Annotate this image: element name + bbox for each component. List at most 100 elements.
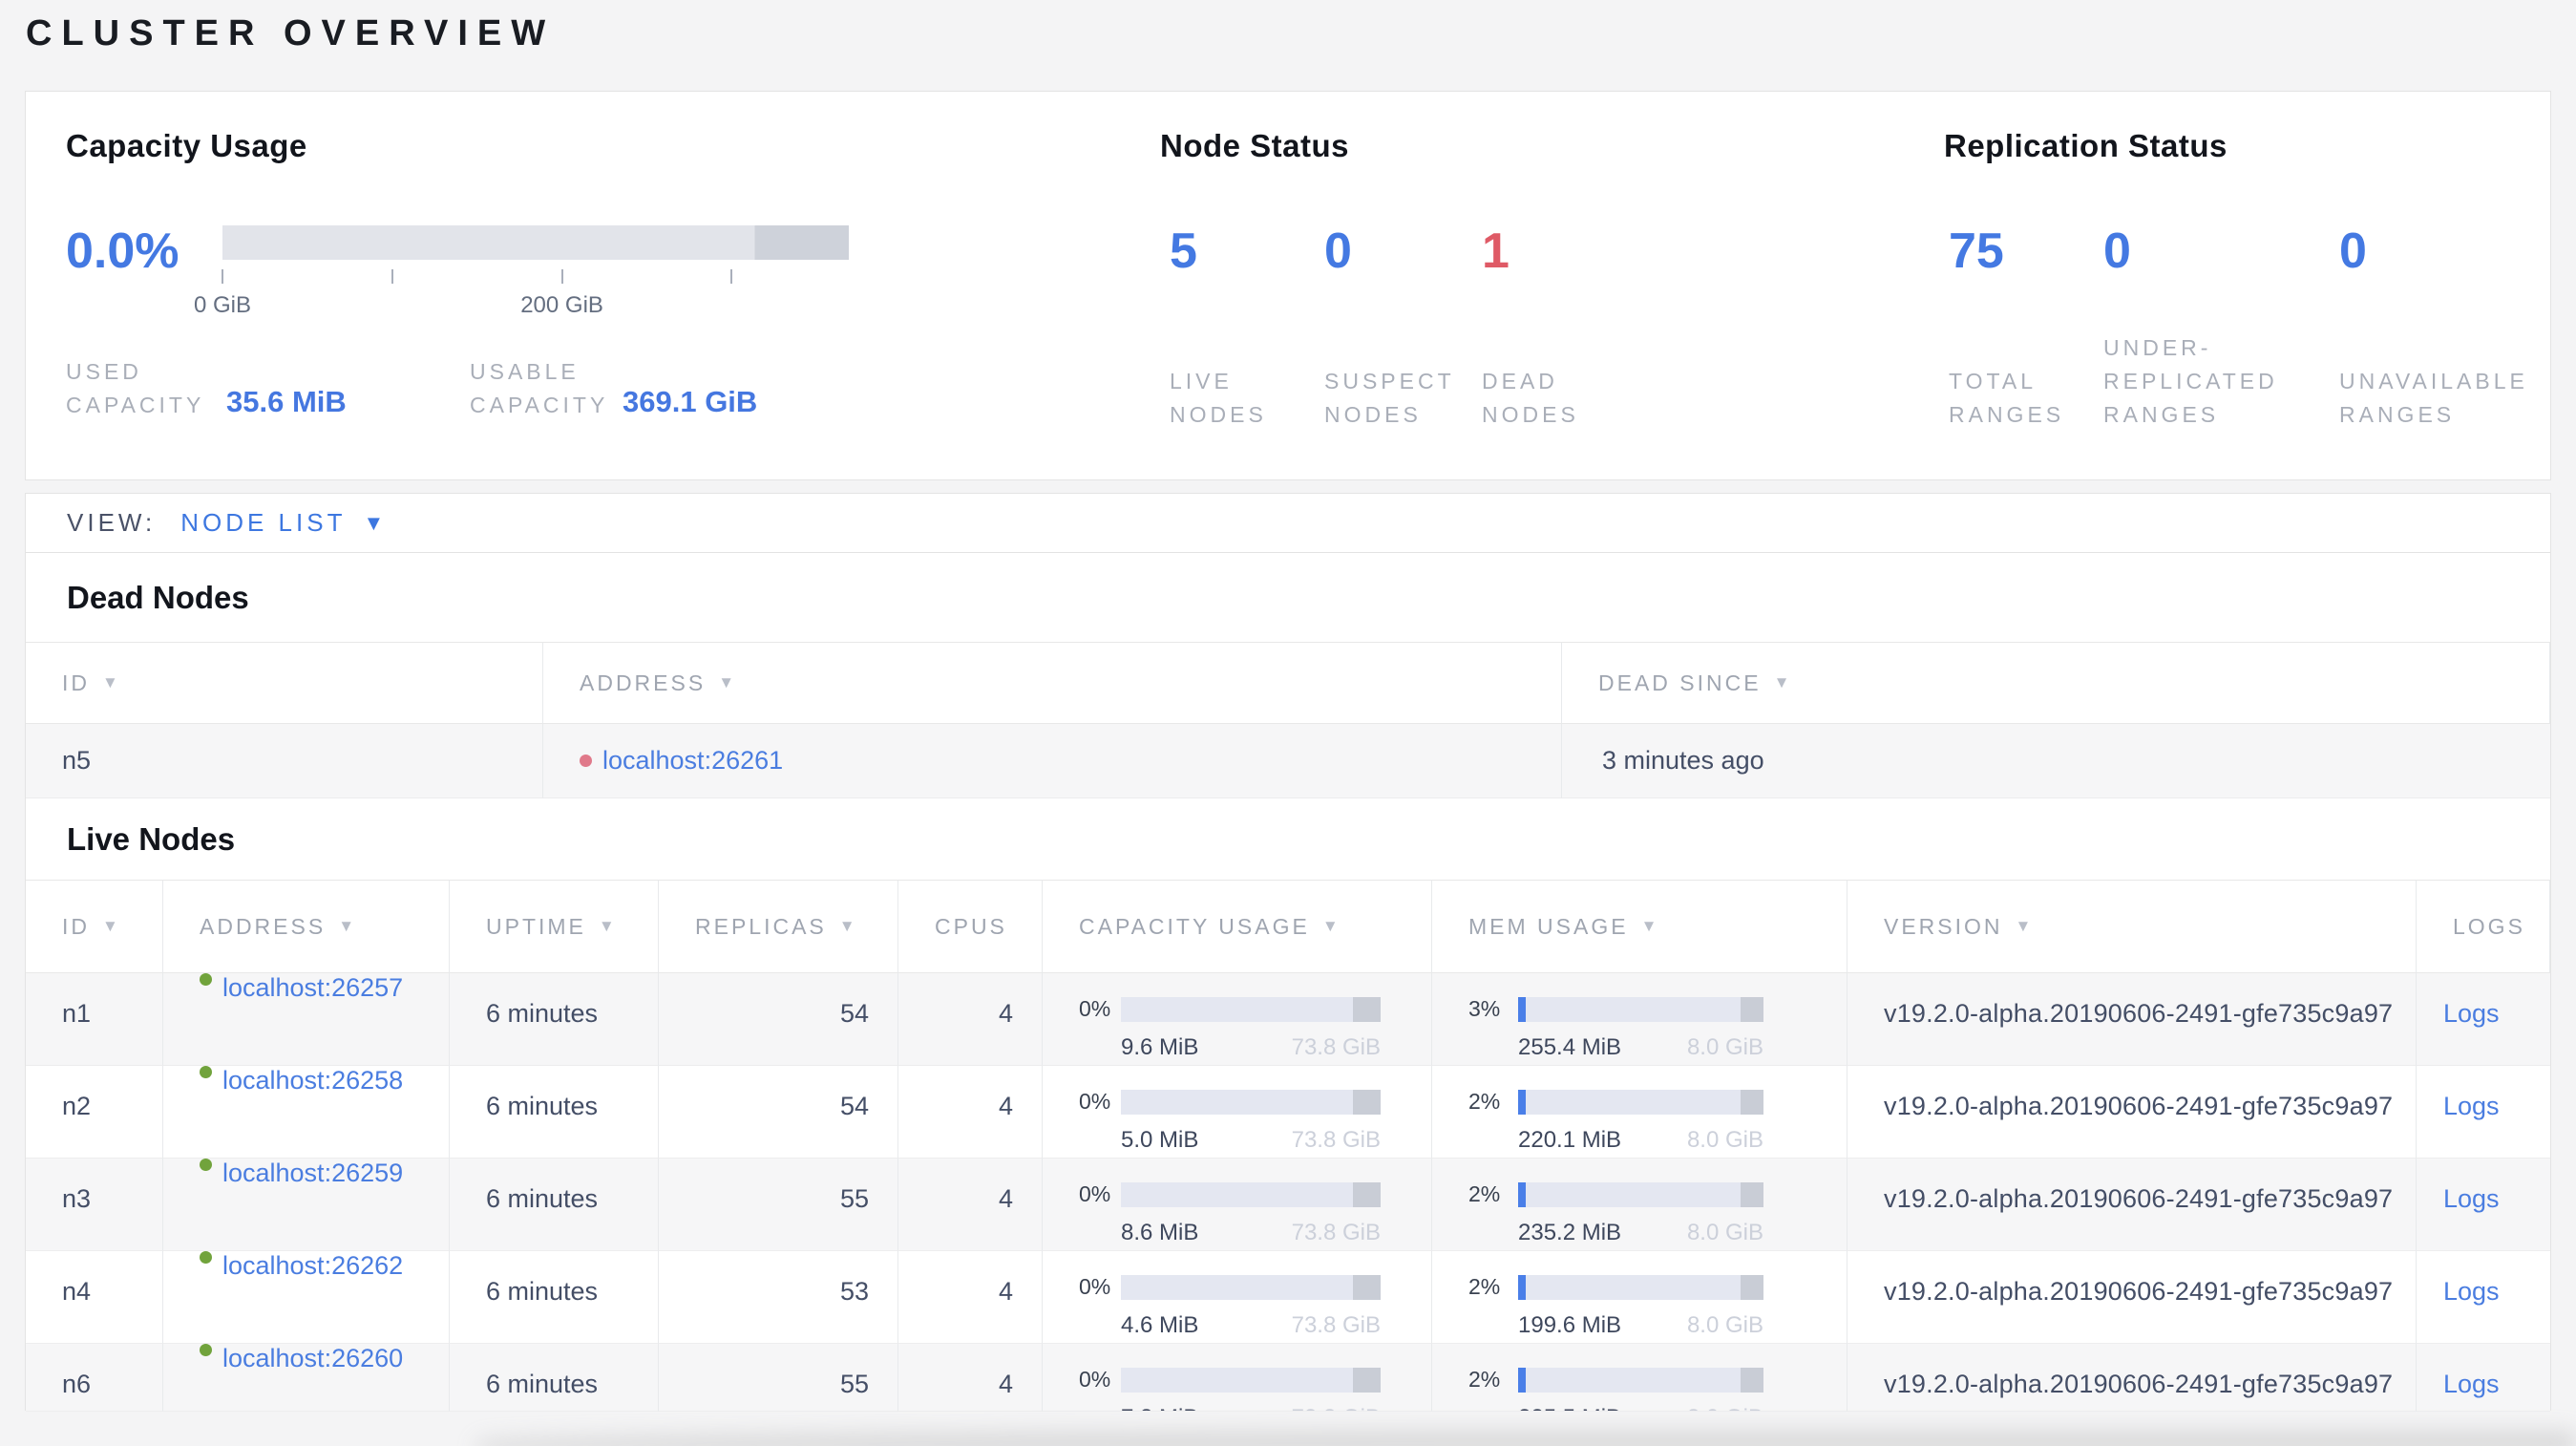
node-address-link[interactable]: localhost:26258 xyxy=(222,1066,404,1095)
logs-link[interactable]: Logs xyxy=(2443,999,2500,1028)
chevron-down-icon[interactable]: ▼ xyxy=(363,510,385,535)
logs-link[interactable]: Logs xyxy=(2443,1370,2500,1398)
usage-used-value: 8.6 MiB xyxy=(1121,1220,1199,1245)
capacity-usage-cell: 0% 4.6 MiB 73.8 GiB xyxy=(1043,1251,1432,1344)
stat-label-line: CAPACITY xyxy=(66,392,205,417)
stat-label-line: RANGES xyxy=(2339,402,2456,428)
live-status-dot xyxy=(200,973,212,986)
column-header-label: REPLICAS xyxy=(695,913,827,939)
usage-bar xyxy=(1518,1089,1763,1115)
column-header-address[interactable]: ADDRESS ▼ xyxy=(163,880,450,973)
stat-label-line: USED xyxy=(66,359,142,384)
node-cpus-cell: 4 xyxy=(898,1251,1043,1344)
node-address-link[interactable]: localhost:26260 xyxy=(222,1344,404,1372)
column-header-label: ADDRESS xyxy=(200,913,327,939)
usage-total-value: 8.0 GiB xyxy=(1687,1405,1763,1411)
node-logs-cell: Logs xyxy=(2417,1251,2550,1344)
sort-arrow-icon: ▼ xyxy=(718,673,738,691)
mem-usage-cell: 2% 235.2 MiB 8.0 GiB xyxy=(1432,1159,1848,1251)
column-header-capacity-usage[interactable]: CAPACITY USAGE ▼ xyxy=(1043,880,1432,973)
usage-bar xyxy=(1121,1274,1381,1300)
usage-total-value: 73.8 GiB xyxy=(1291,1312,1381,1338)
dead-node-address-cell: localhost:26261 xyxy=(543,724,1562,798)
stat-label-line: UNAVAILABLE xyxy=(2339,369,2528,394)
capacity-percent: 0.0% xyxy=(66,223,179,279)
column-header-mem-usage[interactable]: MEM USAGE ▼ xyxy=(1432,880,1848,973)
node-replicas-cell: 54 xyxy=(659,1066,898,1159)
capacity-axis-tick-label: 200 GiB xyxy=(520,292,603,318)
capacity-usage-title: Capacity Usage xyxy=(66,128,307,163)
sort-arrow-icon: ▼ xyxy=(1321,917,1341,935)
usage-used-value: 9.6 MiB xyxy=(1121,1034,1199,1060)
node-address-link[interactable]: localhost:26257 xyxy=(222,973,404,1002)
column-header-id[interactable]: ID ▼ xyxy=(26,642,543,724)
capacity-stat-label: USED CAPACITY xyxy=(66,355,226,421)
node-version-cell: v19.2.0-alpha.20190606-2491-gfe735c9a97 xyxy=(1848,1066,2417,1159)
usage-bar-fill xyxy=(1518,1274,1526,1300)
sort-arrow-icon: ▼ xyxy=(1640,917,1660,935)
usage-bar xyxy=(1518,1274,1763,1300)
usage-total-value: 73.8 GiB xyxy=(1292,1405,1381,1411)
capacity-stat-label: USABLE CAPACITY xyxy=(470,355,623,421)
node-uptime-cell: 6 minutes xyxy=(450,1159,659,1251)
node-replicas-cell: 53 xyxy=(659,1251,898,1344)
usage-values: 220.1 MiB 8.0 GiB xyxy=(1518,1127,1763,1154)
node-cpus-cell: 4 xyxy=(898,1066,1043,1159)
node-replicas-cell: 55 xyxy=(659,1344,898,1412)
capacity-usage-chart: 0.0% 0 GiB 200 GiB xyxy=(66,223,849,318)
capacity-axis-tick xyxy=(560,269,563,284)
stat-label-line: NODES xyxy=(1170,402,1267,428)
usage-used-value: 225.5 MiB xyxy=(1518,1405,1621,1411)
replication-stat-label: UNDER- REPLICATED RANGES xyxy=(2103,331,2339,432)
stat-label-line: UNDER- xyxy=(2103,335,2212,361)
column-header-version[interactable]: VERSION ▼ xyxy=(1848,880,2417,973)
logs-link[interactable]: Logs xyxy=(2443,1277,2500,1306)
column-header-uptime[interactable]: UPTIME ▼ xyxy=(450,880,659,973)
replication-status-stats: 75 TOTAL RANGES 0 UNDER- REPLICATED RANGES 0 UNA… xyxy=(1949,225,2559,432)
usage-bar-line: 2% xyxy=(1468,1274,1847,1300)
logs-link[interactable]: Logs xyxy=(2443,1092,2500,1120)
logs-link[interactable]: Logs xyxy=(2443,1184,2500,1213)
node-address-cell: localhost:26257 xyxy=(163,973,450,1066)
usage-bar-line: 2% xyxy=(1468,1089,1847,1115)
column-header-label: CAPACITY USAGE xyxy=(1079,913,1310,939)
node-address-link[interactable]: localhost:26262 xyxy=(222,1251,404,1280)
usage-bar-line: 0% xyxy=(1079,1089,1431,1115)
node-status-stat-label: DEAD NODES xyxy=(1482,365,1635,432)
node-status-stats: 5 LIVE NODES 0 SUSPECT NODES 1 DEAD NODES xyxy=(1170,225,1635,432)
usage-values: 9.6 MiB 73.8 GiB xyxy=(1121,1034,1381,1061)
column-header-label: UPTIME xyxy=(486,913,586,939)
column-header-replicas[interactable]: REPLICAS ▼ xyxy=(659,880,898,973)
usage-bar xyxy=(1121,1089,1381,1115)
column-header-address[interactable]: ADDRESS ▼ xyxy=(543,642,1562,724)
usage-total-value: 73.8 GiB xyxy=(1291,1220,1381,1245)
node-address-link[interactable]: localhost:26259 xyxy=(222,1159,404,1187)
node-cpus-cell: 4 xyxy=(898,1344,1043,1412)
dead-node-since-cell: 3 minutes ago xyxy=(1562,724,2550,798)
node-status-stat-value: 5 xyxy=(1170,223,1197,279)
sort-arrow-icon: ▼ xyxy=(102,917,121,935)
capacity-stat-value: 35.6 MiB xyxy=(226,385,347,418)
node-address-link[interactable]: localhost:26261 xyxy=(602,746,784,775)
usage-total-value: 73.8 GiB xyxy=(1291,1127,1381,1153)
node-id-cell: n1 xyxy=(26,973,163,1066)
replication-stat: 75 TOTAL RANGES xyxy=(1949,225,2103,432)
stat-label-line: RANGES xyxy=(2103,402,2220,428)
node-status-stat-value: 1 xyxy=(1482,223,1510,279)
column-header-dead-since[interactable]: DEAD SINCE ▼ xyxy=(1562,642,2550,724)
usage-percent: 3% xyxy=(1468,996,1501,1021)
dead-nodes-heading: Dead Nodes xyxy=(67,579,249,615)
column-header-id[interactable]: ID ▼ xyxy=(26,880,163,973)
mem-usage-cell: 2% 220.1 MiB 8.0 GiB xyxy=(1432,1066,1848,1159)
usage-values: 7.8 MiB 73.8 GiB xyxy=(1121,1405,1381,1411)
usage-used-value: 4.6 MiB xyxy=(1121,1312,1199,1338)
capacity-stats: USED CAPACITY 35.6 MiB USABLE CAPACITY 369.1 … xyxy=(66,355,757,421)
node-id-cell: n2 xyxy=(26,1066,163,1159)
view-selector[interactable]: NODE LIST xyxy=(180,508,347,537)
page-title: CLUSTER OVERVIEW xyxy=(26,13,556,53)
replication-status-title: Replication Status xyxy=(1944,128,2228,163)
usage-bar xyxy=(1121,1367,1381,1393)
node-logs-cell: Logs xyxy=(2417,1066,2550,1159)
mem-usage-cell: 2% 199.6 MiB 8.0 GiB xyxy=(1432,1251,1848,1344)
node-version-cell: v19.2.0-alpha.20190606-2491-gfe735c9a97 xyxy=(1848,1251,2417,1344)
